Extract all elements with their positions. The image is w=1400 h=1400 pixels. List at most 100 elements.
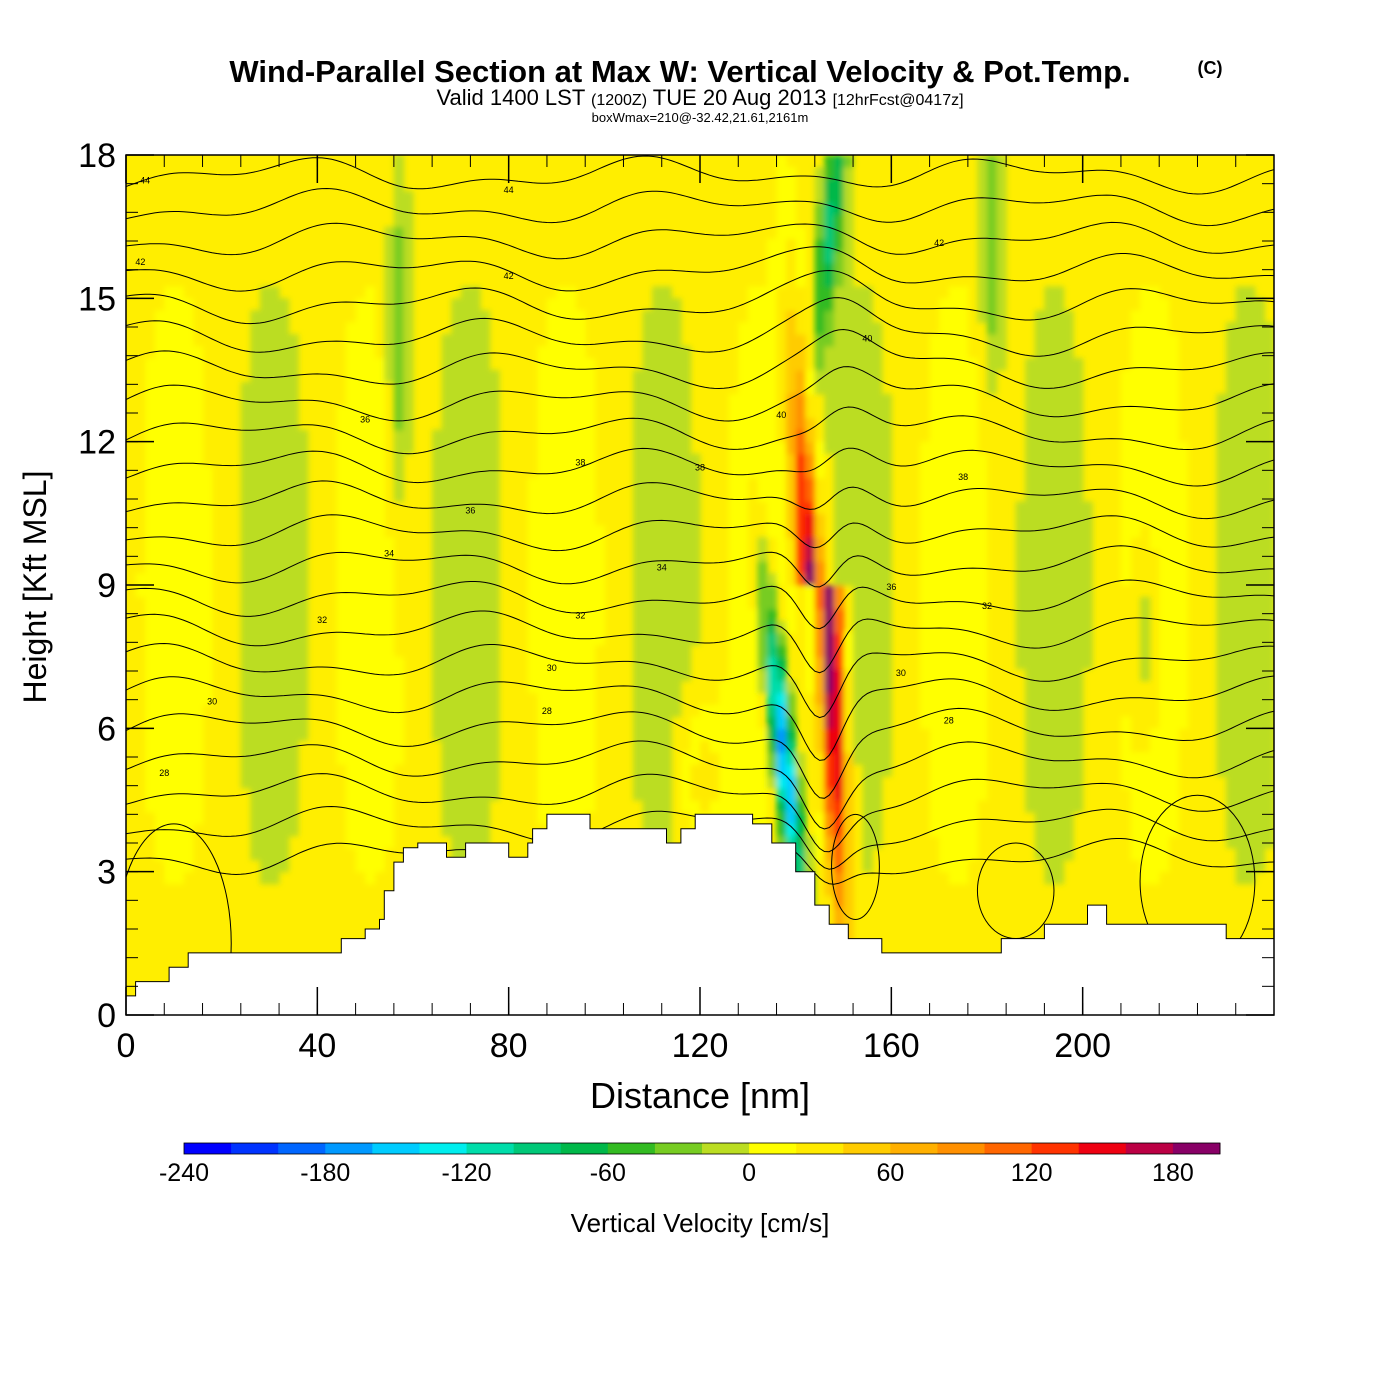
field-cell	[680, 358, 692, 371]
field-cell	[881, 501, 892, 514]
field-cell	[145, 704, 156, 717]
field-cell	[1254, 835, 1266, 849]
field-cell	[1120, 501, 1132, 514]
field-cell	[451, 823, 462, 837]
field-cell	[269, 764, 280, 777]
field-cell	[1159, 668, 1170, 682]
field-cell	[776, 226, 787, 240]
field-cell	[365, 489, 376, 502]
field-cell	[202, 620, 213, 634]
field-cell	[680, 477, 692, 491]
field-cell	[824, 310, 835, 323]
field-cell	[872, 692, 883, 706]
field-cell	[747, 740, 758, 753]
field-cell	[183, 680, 194, 694]
field-cell	[1178, 716, 1189, 729]
field-cell	[365, 716, 376, 729]
field-cell	[652, 429, 663, 443]
field-cell	[250, 322, 261, 335]
field-cell	[566, 692, 577, 706]
field-cell	[728, 692, 739, 706]
field-cell	[872, 811, 883, 825]
field-cell	[661, 465, 672, 479]
field-cell	[1063, 764, 1074, 777]
field-cell	[862, 752, 873, 765]
field-cell	[269, 346, 280, 359]
field-cell	[747, 728, 758, 741]
field-cell	[661, 405, 672, 419]
field-cell	[661, 573, 672, 586]
field-cell	[432, 573, 443, 586]
field-cell	[1168, 585, 1179, 598]
field-cell	[489, 525, 500, 538]
field-cell	[1140, 477, 1151, 491]
field-cell	[948, 668, 959, 682]
field-cell	[661, 692, 672, 706]
field-cell	[479, 537, 491, 550]
field-cell	[259, 740, 271, 753]
field-cell	[977, 525, 988, 538]
field-cell	[479, 381, 491, 395]
field-cell	[298, 632, 309, 646]
field-cell	[1216, 441, 1227, 455]
field-cell	[240, 513, 251, 526]
field-cell	[556, 740, 567, 753]
field-cell	[786, 800, 797, 813]
field-cell	[939, 680, 950, 694]
field-cell	[269, 370, 280, 383]
field-cell	[776, 823, 787, 837]
field-cell	[279, 800, 290, 813]
field-cell	[1226, 441, 1237, 455]
field-cell	[470, 334, 481, 347]
field-cell	[1044, 823, 1055, 837]
field-cell	[441, 358, 452, 371]
field-cell	[833, 286, 845, 299]
field-cell	[154, 656, 165, 670]
field-cell	[747, 608, 758, 622]
field-cell	[996, 166, 1007, 180]
field-cell	[872, 358, 883, 371]
field-cell	[843, 716, 854, 729]
field-cell	[795, 764, 806, 777]
field-cell	[872, 465, 883, 479]
field-cell	[872, 501, 883, 514]
field-cell	[1140, 608, 1151, 622]
field-cell	[872, 656, 883, 670]
field-cell	[814, 513, 825, 526]
field-cell	[996, 178, 1007, 192]
field-cell	[1159, 381, 1170, 395]
field-cell	[805, 859, 816, 873]
field-cell	[776, 429, 787, 443]
field-cell	[633, 573, 644, 586]
field-cell	[489, 501, 500, 514]
field-cell	[374, 573, 385, 586]
field-cell	[355, 764, 366, 777]
field-cell	[833, 262, 845, 276]
field-cell	[1053, 465, 1065, 479]
field-cell	[154, 477, 165, 491]
field-cell	[154, 370, 165, 383]
subtitle-date: TUE 20 Aug 2013	[653, 85, 827, 110]
field-cell	[460, 322, 471, 335]
field-cell	[192, 453, 204, 467]
field-cell	[346, 596, 357, 610]
field-cell	[1178, 513, 1189, 526]
field-cell	[1149, 405, 1160, 419]
field-cell	[154, 561, 165, 574]
field-cell	[757, 489, 768, 502]
field-cell	[719, 752, 730, 765]
field-cell	[948, 811, 959, 825]
field-cell	[460, 453, 471, 467]
field-cell	[642, 680, 653, 694]
field-cell	[948, 823, 959, 837]
field-cell	[881, 537, 892, 550]
field-cell	[1245, 405, 1256, 419]
field-cell	[920, 561, 931, 574]
field-cell	[355, 620, 366, 634]
field-cell	[298, 489, 309, 502]
field-cell	[853, 656, 864, 670]
field-cell	[1159, 608, 1170, 622]
field-cell	[145, 525, 156, 538]
field-cell	[556, 596, 567, 610]
field-cell	[202, 513, 213, 526]
